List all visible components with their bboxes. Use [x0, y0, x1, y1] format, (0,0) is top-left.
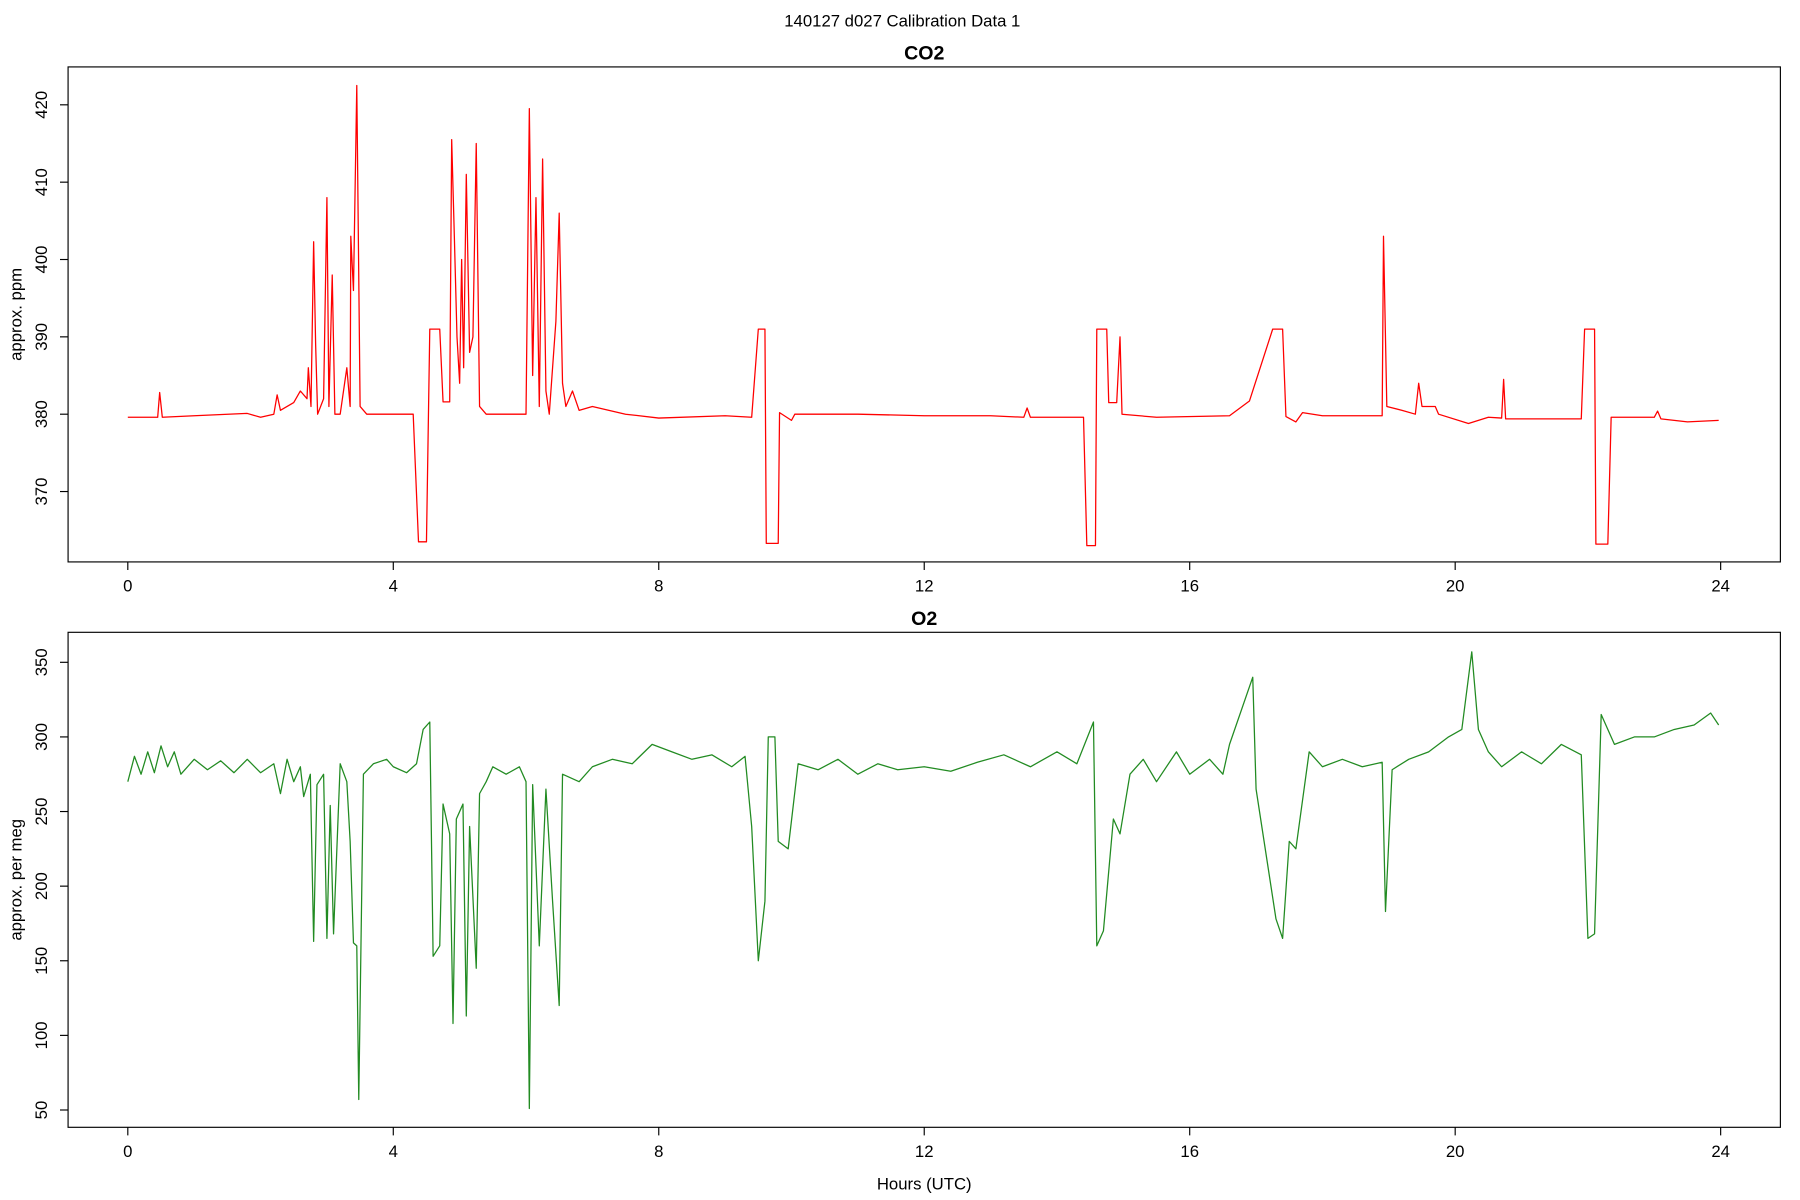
y-tick-label: 50 — [32, 1101, 51, 1120]
y-tick-label: 420 — [32, 91, 51, 119]
y-tick-label: 410 — [32, 168, 51, 196]
y-tick-label: 390 — [32, 323, 51, 351]
y-tick-label: 400 — [32, 246, 51, 274]
x-tick-label: 0 — [123, 577, 132, 596]
y-tick-label: 200 — [32, 872, 51, 900]
y-tick-label: 380 — [32, 400, 51, 428]
y-axis-label: approx. per meg — [7, 819, 26, 941]
y-tick-label: 370 — [32, 478, 51, 506]
x-tick-label: 8 — [654, 1142, 663, 1161]
x-tick-label: 20 — [1446, 1142, 1465, 1161]
y-tick-label: 350 — [32, 648, 51, 676]
x-tick-label: 12 — [915, 577, 934, 596]
x-tick-label: 8 — [654, 577, 663, 596]
page-title: 140127 d027 Calibration Data 1 — [784, 11, 1020, 30]
x-tick-label: 0 — [123, 1142, 132, 1161]
x-tick-label: 16 — [1180, 1142, 1199, 1161]
y-tick-label: 100 — [32, 1021, 51, 1049]
y-axis-label: approx. ppm — [7, 268, 26, 361]
x-tick-label: 12 — [915, 1142, 934, 1161]
x-tick-label: 20 — [1446, 577, 1465, 596]
plot-box — [67, 631, 1781, 1128]
y-tick-label: 150 — [32, 947, 51, 975]
x-tick-label: 4 — [389, 1142, 398, 1161]
x-tick-label: 16 — [1180, 577, 1199, 596]
x-tick-label: 4 — [389, 577, 398, 596]
y-tick-label: 250 — [32, 798, 51, 826]
y-tick-label: 300 — [32, 723, 51, 751]
x-tick-label: 24 — [1711, 577, 1730, 596]
chart-title: O2 — [911, 608, 937, 630]
x-axis-label: Hours (UTC) — [877, 1174, 972, 1193]
data-line — [127, 84, 1719, 547]
data-line — [127, 651, 1720, 1110]
x-tick-label: 24 — [1711, 1142, 1730, 1161]
chart-title: CO2 — [904, 42, 944, 64]
